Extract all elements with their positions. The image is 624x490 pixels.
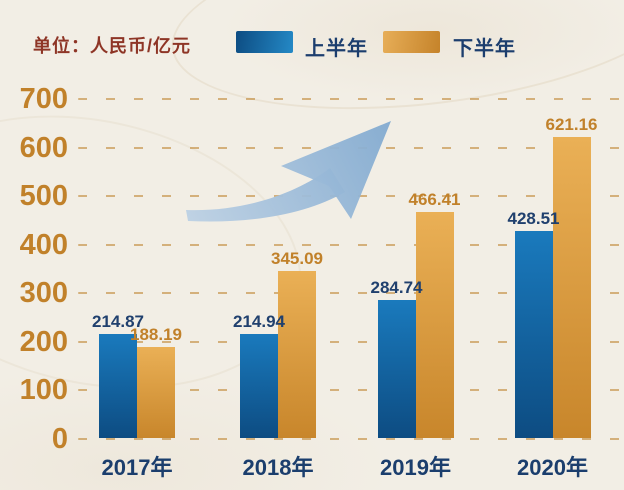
gridline xyxy=(78,243,620,246)
bar-value-label: 214.94 xyxy=(233,312,285,332)
bar-2018年-下半年 xyxy=(278,271,316,439)
y-axis-tick-label: 300 xyxy=(19,277,68,309)
y-axis-tick-label: 200 xyxy=(19,325,68,358)
y-axis-tick-label: 600 xyxy=(19,131,68,164)
bar-value-label: 214.87 xyxy=(92,312,144,332)
bar-value-label: 428.51 xyxy=(507,208,560,228)
bar-value-label: 188.19 xyxy=(130,325,182,345)
x-axis-label: 2019年 xyxy=(380,455,451,480)
unit-label: 单位：人民币/亿元 xyxy=(33,36,192,56)
legend-swatch-first-half xyxy=(236,31,293,53)
legend-swatch-second-half xyxy=(383,31,440,53)
y-axis-tick-label: 400 xyxy=(19,228,68,261)
bar-2019年-上半年 xyxy=(377,300,416,439)
bar-2020年-下半年 xyxy=(552,137,591,439)
bar-value-label: 345.09 xyxy=(271,249,323,269)
x-axis-label: 2017年 xyxy=(101,455,173,480)
y-axis-tick-label: 700 xyxy=(19,83,68,115)
gridline xyxy=(78,195,620,197)
legend-label-first-half: 上半年 xyxy=(305,38,368,60)
gridline xyxy=(78,340,620,343)
gridline xyxy=(78,98,620,100)
bar-2019年-下半年 xyxy=(415,212,454,439)
bar-2017年-下半年 xyxy=(137,347,175,439)
y-axis-tick-label: 0 xyxy=(51,422,68,455)
gridline xyxy=(78,146,620,149)
y-axis-tick-label: 500 xyxy=(19,180,68,212)
gridline xyxy=(78,292,620,294)
gridline xyxy=(78,437,620,440)
bar-value-label: 466.41 xyxy=(408,190,461,210)
x-axis-label: 2018年 xyxy=(242,455,314,480)
bar-2018年-上半年 xyxy=(240,334,278,439)
legend-label-second-half: 下半年 xyxy=(453,38,516,60)
bar-2020年-上半年 xyxy=(514,230,553,439)
y-axis-tick-label: 100 xyxy=(19,374,68,406)
bar-value-label: 284.74 xyxy=(370,278,423,298)
x-axis-label: 2020年 xyxy=(517,455,588,480)
gridline xyxy=(78,389,620,391)
bar-value-label: 621.16 xyxy=(545,115,598,135)
bar-2017年-上半年 xyxy=(99,334,137,439)
